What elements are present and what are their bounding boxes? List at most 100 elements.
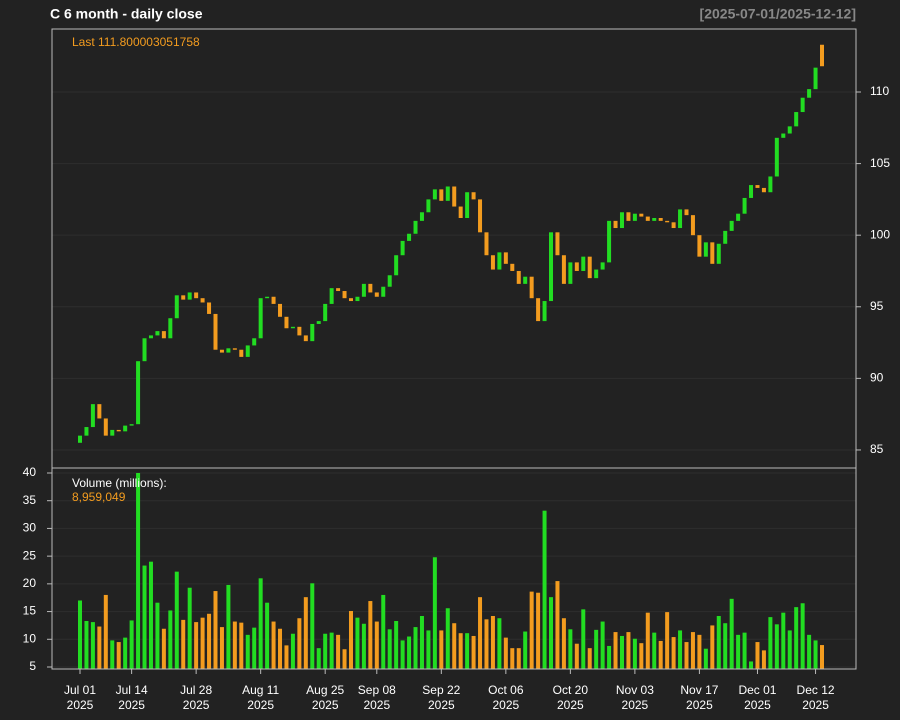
volume-bar	[723, 623, 728, 669]
volume-bar	[549, 597, 554, 669]
volume-bar	[652, 632, 657, 669]
candle-body	[278, 303, 283, 317]
volume-bar	[665, 612, 670, 669]
volume-bar	[736, 634, 741, 669]
x-tick-label: Dec 12	[797, 683, 835, 697]
x-tick-label: Nov 17	[680, 683, 718, 697]
volume-bar	[529, 591, 534, 669]
x-tick-year: 2025	[363, 698, 390, 712]
volume-bar	[703, 648, 708, 669]
candle-body	[703, 242, 708, 257]
candle-body	[652, 218, 657, 221]
volume-bar	[594, 629, 599, 669]
volume-bar	[813, 640, 818, 669]
candle-body	[394, 255, 399, 276]
y-tick-label: 85	[870, 442, 884, 456]
volume-tick-label: 40	[23, 465, 37, 479]
volume-title: Volume (millions):	[72, 476, 167, 490]
volume-bar	[348, 611, 353, 669]
volume-bar	[323, 633, 328, 669]
candle-body	[742, 197, 747, 214]
x-tick-label: Sep 08	[358, 683, 396, 697]
volume-bar	[232, 621, 237, 669]
volume-bar	[619, 635, 624, 669]
x-tick-label: Jul 01	[64, 683, 96, 697]
volume-bar	[626, 632, 631, 669]
volume-bar	[110, 640, 115, 669]
candle-body	[665, 220, 670, 223]
candle-body	[413, 220, 418, 234]
y-tick-label: 110	[870, 84, 889, 98]
x-tick-year: 2025	[428, 698, 455, 712]
candle-body	[690, 215, 695, 236]
volume-bar	[536, 592, 541, 669]
x-tick-label: Dec 01	[738, 683, 776, 697]
volume-bar	[781, 612, 786, 669]
date-range: [2025-07-01/2025-12-12]	[700, 6, 856, 22]
volume-bar	[136, 472, 141, 669]
candle-body	[607, 220, 612, 263]
candle-body	[116, 429, 121, 432]
volume-bar	[336, 634, 341, 669]
volume-bar	[632, 638, 637, 669]
volume-bar	[374, 621, 379, 669]
candle-body	[361, 283, 366, 297]
candle-body	[426, 199, 431, 213]
candle-body	[103, 418, 108, 436]
candle-body	[316, 321, 321, 324]
candle-body	[194, 292, 199, 299]
volume-bar	[174, 571, 179, 669]
candle-body	[368, 283, 373, 293]
volume-bar	[690, 632, 695, 669]
candle-body	[387, 275, 392, 287]
x-tick-label: Oct 20	[553, 683, 589, 697]
candle-body	[245, 345, 250, 357]
volume-bar	[658, 640, 663, 669]
volume-bar	[761, 650, 766, 669]
candle-body	[613, 220, 618, 229]
x-tick-year: 2025	[686, 698, 713, 712]
volume-bar	[213, 591, 218, 669]
candle-body	[774, 137, 779, 177]
candle-body	[768, 176, 773, 193]
candle-body	[168, 318, 173, 339]
candle-body	[684, 209, 689, 216]
candle-body	[478, 199, 483, 233]
candle-body	[78, 435, 82, 443]
candle-body	[465, 192, 470, 219]
candle-body	[303, 335, 308, 342]
volume-bar	[478, 597, 483, 669]
candle-body	[755, 185, 760, 188]
candle-body	[484, 232, 489, 256]
volume-bar	[523, 631, 528, 669]
candle-body	[110, 429, 115, 436]
last-label: Last 111.800003051758	[72, 35, 200, 49]
candle-body	[761, 187, 766, 193]
candle-body	[265, 296, 270, 299]
candle-body	[549, 232, 554, 302]
candle-body	[658, 218, 663, 221]
candle-body	[471, 192, 476, 200]
candle-body	[252, 338, 257, 346]
volume-bar	[316, 648, 321, 669]
candle-body	[174, 295, 179, 319]
x-tick-year: 2025	[622, 698, 649, 712]
volume-bar	[413, 627, 418, 669]
volume-bar	[729, 598, 734, 669]
volume-bar	[271, 621, 276, 669]
candle-body	[407, 233, 412, 241]
candle-body	[155, 331, 160, 336]
candle-body	[807, 89, 812, 98]
candle-body	[84, 427, 89, 436]
candle-body	[619, 212, 624, 229]
candle-body	[297, 326, 302, 336]
volume-bar	[439, 630, 444, 669]
volume-bar	[394, 620, 399, 669]
volume-bar	[284, 645, 289, 669]
volume-bar	[678, 630, 683, 669]
candle-body	[342, 291, 347, 299]
volume-bar	[607, 645, 612, 669]
x-tick-label: Oct 06	[488, 683, 524, 697]
candle-body	[219, 349, 224, 353]
